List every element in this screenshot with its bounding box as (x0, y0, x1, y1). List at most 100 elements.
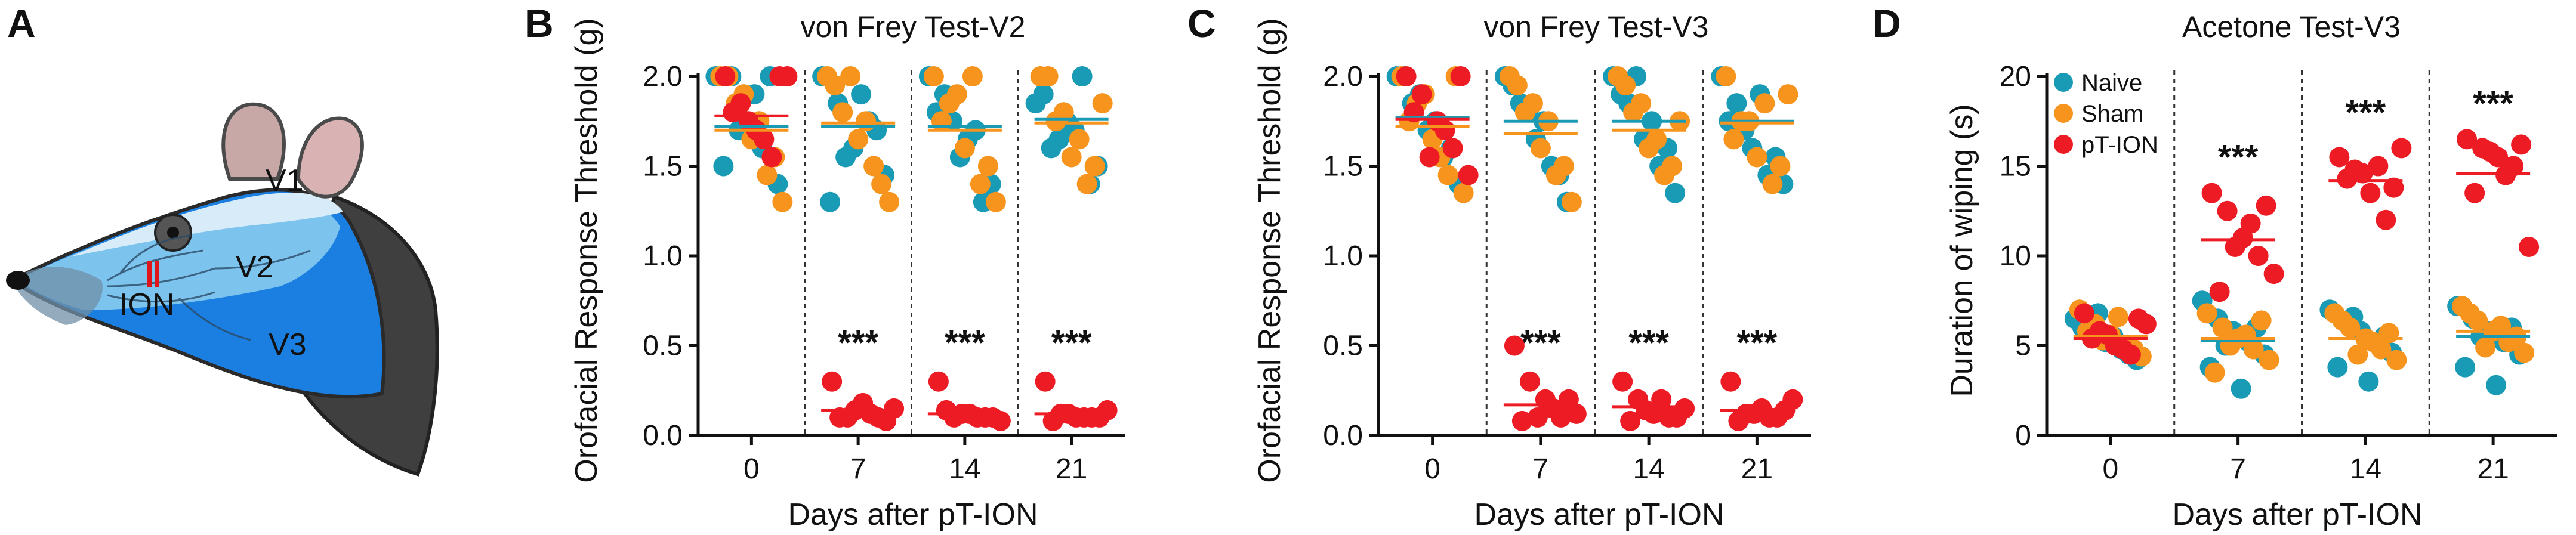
data-point (2128, 308, 2149, 329)
data-point (1033, 84, 1054, 105)
data-point (2368, 156, 2389, 177)
x-tick-label: 7 (850, 453, 866, 485)
data-point (1778, 84, 1798, 105)
data-point (982, 407, 1003, 428)
data-point (2495, 165, 2516, 185)
data-point (2352, 163, 2373, 184)
data-point (962, 66, 983, 86)
data-point (1072, 66, 1093, 86)
x-tick-label: 0 (2103, 453, 2119, 485)
data-point (1770, 156, 1791, 177)
data-point (1411, 84, 1432, 105)
chart-d-marks: 0 5 10 15 20 0 7 *** 14 *** 21 *** Naive Sham pT-ION (2000, 61, 2557, 485)
data-point (848, 129, 869, 150)
x-tick-label: 21 (2477, 453, 2509, 485)
x-tick-label: 21 (1741, 453, 1773, 485)
data-point (1038, 66, 1059, 86)
data-point (2358, 371, 2379, 392)
data-point (822, 371, 843, 392)
panel-b-chart: B von Frey Test-V2 Days after pT-ION Oro… (525, 1, 1038, 532)
data-point (871, 174, 892, 194)
legend-label: pT-ION (2081, 132, 2158, 158)
ion-lesion-marker-right (155, 261, 159, 287)
mouse-back-ear (221, 102, 286, 181)
data-point (1615, 75, 1636, 96)
data-point (840, 66, 861, 86)
data-point (1612, 371, 1633, 392)
data-point (1646, 129, 1667, 150)
y-axis-label: Duration of wiping (s) (1945, 104, 1979, 397)
data-point (1519, 371, 1540, 392)
data-point (2217, 200, 2238, 221)
y-tick-label: 0 (2015, 420, 2031, 451)
data-point (2457, 129, 2478, 150)
chart-title: Acetone Test-V3 (2182, 10, 2401, 44)
y-tick-label: 1.5 (1323, 151, 1363, 183)
chart-marks-layer: 0.0 0.5 1.0 1.5 2.0 0 7 *** 14 *** 21 *** 0.0 0.5 1.0 1… (643, 61, 2557, 485)
panel-letter-d: D (1872, 1, 1901, 45)
data-point (835, 147, 856, 168)
y-tick-label: 20 (2000, 61, 2031, 92)
data-point (946, 84, 967, 105)
data-point (970, 174, 991, 194)
mouse-label-ion: ION (119, 287, 174, 322)
data-point (757, 165, 778, 185)
mouse-label-v2: V2 (236, 250, 274, 284)
data-point (1636, 400, 1656, 420)
mouse-label-v1: V1 (266, 163, 304, 198)
panel-a-mouse-schematic: A V1 V2 V3 ION (6, 1, 439, 477)
y-axis-label: Orofacial Response Threshold (g) (569, 18, 604, 483)
data-point (954, 138, 975, 159)
data-point (2383, 177, 2404, 198)
y-tick-label: 5 (2015, 330, 2031, 362)
panel-letter-b: B (525, 1, 554, 45)
data-point (2386, 350, 2407, 370)
data-point (2212, 317, 2233, 338)
data-point (876, 410, 897, 431)
data-point (1553, 156, 1574, 177)
significance-stars: *** (1520, 323, 1561, 362)
mouse-nerve-lines (107, 234, 311, 341)
x-tick-label: 7 (2230, 453, 2246, 485)
data-point (2240, 213, 2261, 234)
data-point (2196, 303, 2217, 324)
data-point (825, 75, 846, 96)
panel-d-chart: D Acetone Test-V3 Days after pT-ION Dura… (1872, 1, 2423, 532)
data-point (1048, 129, 1069, 150)
data-point (2360, 183, 2381, 203)
data-point (1651, 389, 1672, 410)
data-point (772, 191, 793, 212)
data-point (2460, 303, 2481, 324)
significance-stars: *** (838, 323, 878, 362)
data-point (2108, 307, 2128, 327)
x-axis-label: Days after pT-ION (788, 497, 1038, 532)
data-point (2256, 195, 2276, 216)
data-point (1561, 191, 1582, 212)
chart-title: von Frey Test-V2 (800, 10, 1025, 44)
y-tick-label: 0.5 (1323, 330, 1363, 362)
legend-label: Naive (2081, 70, 2142, 96)
ion-lesion-marker-left (147, 261, 152, 287)
significance-stars: *** (945, 323, 985, 362)
data-point (1042, 410, 1063, 431)
data-point (2259, 350, 2279, 370)
data-point (2376, 209, 2396, 230)
mouse-label-v3: V3 (269, 327, 307, 362)
data-point (2074, 303, 2094, 324)
x-axis-label: Days after pT-ION (1474, 497, 1724, 532)
data-point (2201, 183, 2222, 203)
data-point (1522, 93, 1543, 114)
data-point (856, 111, 877, 132)
significance-stars: *** (2346, 93, 2386, 132)
chart-c-marks: 0.0 0.5 1.0 1.5 2.0 0 7 *** 14 *** 21 *** (1323, 61, 1811, 485)
data-point (2329, 147, 2350, 168)
data-point (2486, 375, 2507, 395)
data-point (1035, 371, 1056, 392)
x-tick-label: 21 (1056, 453, 1087, 485)
y-tick-label: 2.0 (1323, 61, 1363, 92)
data-point (985, 191, 1006, 212)
data-point (1667, 407, 1687, 428)
data-point (2097, 324, 2118, 345)
data-point (2519, 236, 2540, 257)
